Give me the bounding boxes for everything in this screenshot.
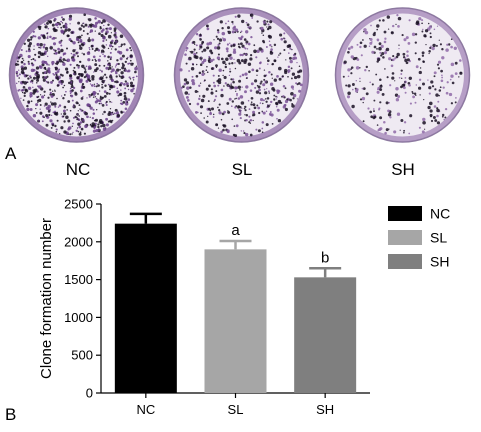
bar-sl xyxy=(204,249,267,393)
x-tick-label: SH xyxy=(316,402,334,417)
significance-label: b xyxy=(321,249,329,266)
y-tick-label: 500 xyxy=(71,348,93,363)
dish-sl xyxy=(170,6,313,149)
dish-rim xyxy=(175,8,308,142)
dish-sl-image xyxy=(173,7,310,143)
bar-nc xyxy=(114,223,177,393)
y-axis-label: Clone formation number xyxy=(38,218,55,379)
legend-swatch xyxy=(388,230,422,245)
y-tick-label: 1000 xyxy=(64,310,93,325)
bar-chart: 0 500 1000 1500 2000 2500 Clone formation numb… xyxy=(38,197,450,418)
dish-sh xyxy=(331,6,474,149)
y-tick-label: 2000 xyxy=(64,234,93,249)
dish-sh-image xyxy=(334,7,471,143)
bar-sh xyxy=(294,277,357,393)
dish-label-sl: SL xyxy=(231,160,253,179)
significance-label: a xyxy=(231,222,240,239)
x-tick-label: SL xyxy=(228,402,244,417)
y-tick-label: 2500 xyxy=(64,197,93,212)
legend-label: SH xyxy=(430,254,449,270)
panel-b-letter: B xyxy=(5,405,17,424)
y-tick-label: 1500 xyxy=(64,272,93,287)
dish-nc xyxy=(5,6,148,149)
legend-label: NC xyxy=(430,206,450,222)
colonies xyxy=(342,13,463,135)
colonies xyxy=(14,13,138,136)
legend-swatch xyxy=(388,254,422,269)
dish-label-sh: SH xyxy=(391,160,415,179)
legend-swatch xyxy=(388,206,422,221)
y-tick-label: 0 xyxy=(86,386,93,401)
x-tick-label: NC xyxy=(136,402,155,417)
dish-rim xyxy=(10,8,143,142)
panel-a-letter: A xyxy=(5,144,17,163)
legend-label: SL xyxy=(430,230,447,246)
dish-nc-image xyxy=(8,7,145,143)
colonies xyxy=(179,13,303,138)
dish-label-nc: NC xyxy=(65,160,91,179)
dish-rim xyxy=(336,8,469,142)
